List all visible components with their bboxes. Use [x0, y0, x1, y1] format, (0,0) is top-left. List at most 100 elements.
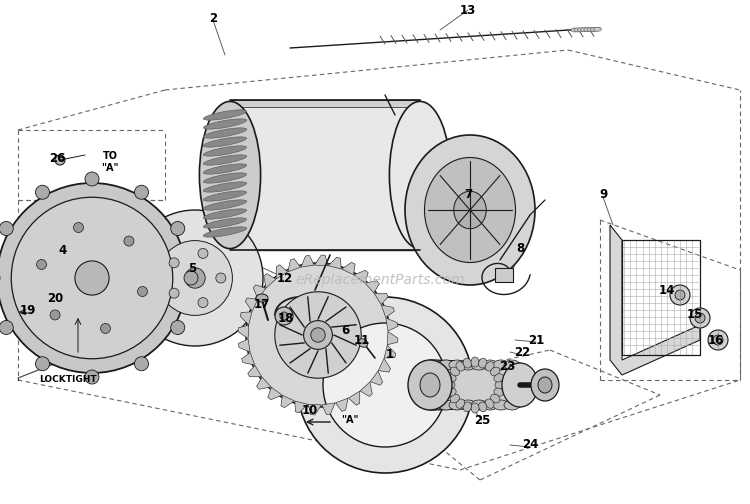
Ellipse shape	[538, 377, 552, 393]
Polygon shape	[384, 345, 396, 358]
Ellipse shape	[203, 137, 247, 147]
Text: "A": "A"	[341, 415, 358, 425]
Polygon shape	[328, 257, 341, 269]
Text: 5: 5	[188, 262, 196, 275]
Ellipse shape	[485, 399, 494, 408]
Text: 18: 18	[278, 311, 294, 325]
Ellipse shape	[124, 236, 134, 246]
Ellipse shape	[531, 369, 559, 401]
Polygon shape	[387, 332, 398, 345]
Text: 22: 22	[514, 347, 530, 359]
Ellipse shape	[494, 374, 504, 382]
Polygon shape	[370, 371, 382, 385]
Ellipse shape	[0, 321, 13, 335]
Ellipse shape	[584, 28, 592, 32]
Ellipse shape	[670, 285, 690, 305]
Ellipse shape	[134, 185, 148, 199]
Ellipse shape	[203, 227, 247, 237]
Ellipse shape	[695, 313, 705, 323]
Ellipse shape	[184, 271, 198, 285]
Ellipse shape	[203, 173, 247, 183]
Polygon shape	[256, 377, 271, 389]
Polygon shape	[314, 255, 328, 266]
Text: TO
"A": TO "A"	[101, 151, 118, 173]
Text: 19: 19	[20, 303, 36, 317]
Text: 21: 21	[528, 334, 544, 347]
Text: 26: 26	[49, 152, 65, 164]
Ellipse shape	[450, 367, 460, 376]
Ellipse shape	[171, 221, 184, 235]
Polygon shape	[341, 263, 356, 275]
Ellipse shape	[571, 28, 579, 32]
Ellipse shape	[275, 307, 293, 325]
Ellipse shape	[478, 358, 487, 368]
Ellipse shape	[471, 403, 479, 413]
Ellipse shape	[203, 110, 247, 120]
Text: 6: 6	[340, 324, 349, 337]
Ellipse shape	[198, 248, 208, 259]
Polygon shape	[301, 256, 314, 267]
Text: 24: 24	[522, 438, 538, 452]
Ellipse shape	[280, 312, 288, 320]
Text: 13: 13	[460, 4, 476, 17]
Ellipse shape	[203, 218, 247, 228]
Ellipse shape	[445, 381, 455, 389]
Ellipse shape	[203, 209, 247, 219]
Ellipse shape	[438, 400, 454, 410]
Ellipse shape	[274, 292, 362, 378]
Ellipse shape	[493, 400, 509, 410]
Ellipse shape	[464, 402, 472, 412]
Ellipse shape	[713, 335, 723, 345]
Ellipse shape	[0, 221, 13, 235]
Text: 9: 9	[598, 188, 608, 202]
Ellipse shape	[456, 399, 465, 408]
Ellipse shape	[471, 360, 487, 370]
Ellipse shape	[198, 297, 208, 307]
Ellipse shape	[11, 197, 173, 359]
Ellipse shape	[454, 191, 486, 229]
Ellipse shape	[203, 182, 247, 192]
Ellipse shape	[450, 394, 460, 403]
Ellipse shape	[203, 191, 247, 201]
Ellipse shape	[358, 339, 368, 347]
FancyBboxPatch shape	[495, 268, 513, 282]
Ellipse shape	[169, 258, 179, 268]
Ellipse shape	[427, 360, 443, 370]
Ellipse shape	[446, 388, 456, 396]
Ellipse shape	[460, 400, 476, 410]
Ellipse shape	[389, 101, 451, 248]
Ellipse shape	[504, 400, 520, 410]
Text: 8: 8	[516, 241, 524, 255]
Ellipse shape	[690, 308, 710, 328]
Ellipse shape	[494, 388, 504, 396]
Ellipse shape	[216, 273, 226, 283]
Text: 23: 23	[499, 359, 515, 372]
Ellipse shape	[485, 362, 494, 371]
Ellipse shape	[171, 321, 184, 335]
Text: LOCKTIGHT: LOCKTIGHT	[39, 375, 97, 385]
Ellipse shape	[297, 297, 473, 473]
Ellipse shape	[35, 185, 50, 199]
Ellipse shape	[310, 328, 326, 342]
Polygon shape	[308, 404, 322, 415]
Ellipse shape	[587, 28, 595, 31]
Ellipse shape	[420, 373, 440, 397]
Ellipse shape	[580, 28, 589, 32]
Text: eReplacementParts.com: eReplacementParts.com	[296, 273, 465, 287]
Polygon shape	[276, 265, 287, 279]
Ellipse shape	[708, 330, 728, 350]
Ellipse shape	[405, 135, 535, 285]
Polygon shape	[610, 225, 700, 375]
Ellipse shape	[37, 260, 46, 270]
Text: 7: 7	[464, 188, 472, 202]
Polygon shape	[322, 403, 335, 415]
Ellipse shape	[446, 374, 456, 382]
Polygon shape	[420, 360, 520, 410]
Ellipse shape	[137, 286, 148, 296]
Ellipse shape	[449, 360, 465, 370]
Ellipse shape	[323, 323, 447, 447]
Ellipse shape	[203, 200, 247, 210]
Polygon shape	[230, 100, 420, 250]
Ellipse shape	[482, 400, 498, 410]
Ellipse shape	[675, 290, 685, 300]
